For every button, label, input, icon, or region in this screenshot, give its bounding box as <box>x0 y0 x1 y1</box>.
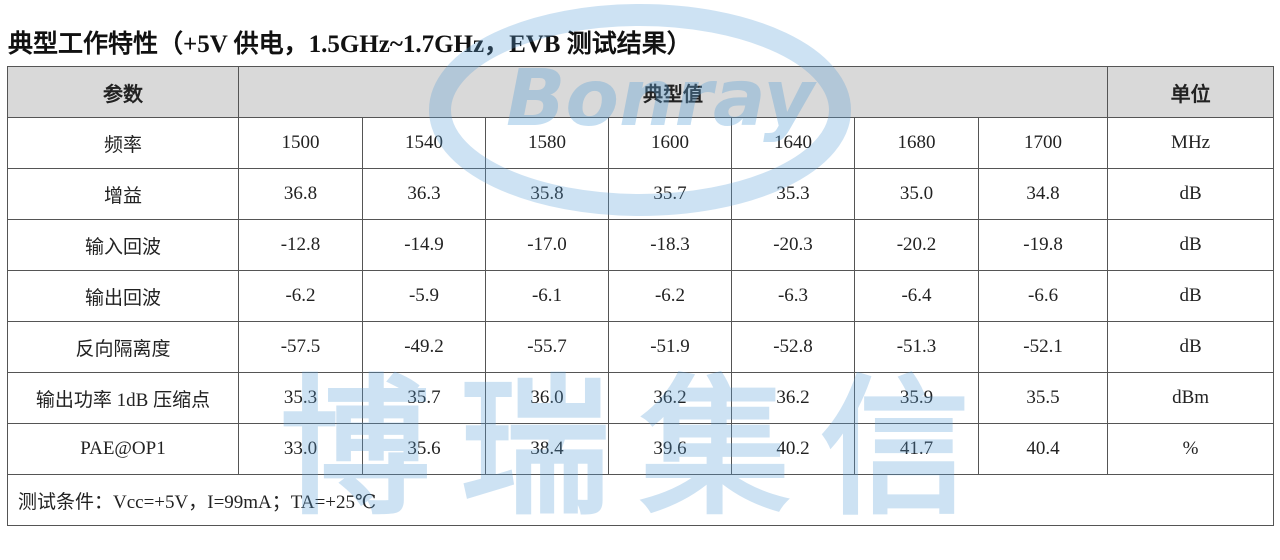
value-cell: 1680 <box>854 117 979 169</box>
value-cell: -6.2 <box>238 270 363 322</box>
value-cell: -55.7 <box>485 321 609 373</box>
value-cell: 35.5 <box>977 372 1109 424</box>
value-cell: 35.9 <box>854 372 979 424</box>
value-cell: 35.3 <box>731 168 855 220</box>
note: 测试条件：Vcc=+5V，I=99mA；TA=+25℃ <box>6 474 1275 526</box>
value-cell: 35.7 <box>362 372 486 424</box>
value-cell: -6.6 <box>977 270 1109 322</box>
value-cell: 1700 <box>977 117 1109 169</box>
row-label: 输入回波 <box>7 219 239 271</box>
header-cell: 典型值 <box>237 66 1109 118</box>
value-cell: -12.8 <box>238 219 363 271</box>
row-label: 输出回波 <box>7 270 239 322</box>
value-cell: -18.3 <box>608 219 732 271</box>
data-row: 反向隔离度 -57.5 -49.2 -55.7 -51.9 -52.8 -51.3 -52.1… <box>7 321 1275 373</box>
value-cell: -6.3 <box>731 270 855 322</box>
value-cell: 38.4 <box>485 423 609 475</box>
value-cell: -49.2 <box>362 321 486 373</box>
value-cell: 40.4 <box>977 423 1109 475</box>
value-cell: -52.1 <box>977 321 1109 373</box>
row-label: 反向隔离度 <box>7 321 239 373</box>
value-cell: 41.7 <box>854 423 979 475</box>
row-label: 输出功率 1dB 压缩点 <box>7 372 239 424</box>
value-cell: 1640 <box>731 117 855 169</box>
row-label: 增益 <box>7 168 239 220</box>
value-cell: -5.9 <box>362 270 486 322</box>
value-cell: -20.3 <box>731 219 855 271</box>
value-cell: 1600 <box>608 117 732 169</box>
value-cell: 1500 <box>238 117 363 169</box>
value-cell: -17.0 <box>485 219 609 271</box>
data-row: 增益 36.8 36.3 35.8 35.7 35.3 35.0 34.8 dB <box>7 168 1275 220</box>
value-cell: 35.0 <box>854 168 979 220</box>
value-cell: -57.5 <box>238 321 363 373</box>
data-row: PAE@OP1 33.0 35.6 38.4 39.6 40.2 41.7 40.4% <box>7 423 1275 475</box>
value-cell: 35.8 <box>485 168 609 220</box>
value-cell: 35.7 <box>608 168 732 220</box>
note-row: 测试条件：Vcc=+5V，I=99mA；TA=+25℃ <box>6 474 1275 526</box>
value-cell: 35.6 <box>362 423 486 475</box>
value-cell: 36.8 <box>238 168 363 220</box>
header-cell: 参数 <box>7 66 239 118</box>
row-label: 频率 <box>7 117 239 169</box>
value-cell: -6.4 <box>854 270 979 322</box>
value-cell: 39.6 <box>608 423 732 475</box>
unit-cell: dB <box>1107 168 1275 220</box>
value-cell: 35.3 <box>238 372 363 424</box>
value-cell: 36.3 <box>362 168 486 220</box>
value-cell: -6.2 <box>608 270 732 322</box>
value-cell: -19.8 <box>977 219 1109 271</box>
value-cell: -20.2 <box>854 219 979 271</box>
value-cell: -51.3 <box>854 321 979 373</box>
header-row: 参数 典型值 单位 <box>7 66 1275 118</box>
value-cell: 33.0 <box>238 423 363 475</box>
value-cell: 36.0 <box>485 372 609 424</box>
title: 典型工作特性（+5V 供电，1.5GHz~1.7GHz，EVB 测试结果） <box>8 31 692 58</box>
unit-cell: dBm <box>1107 372 1275 424</box>
value-cell: -51.9 <box>608 321 732 373</box>
data-row: 输出功率 1dB 压缩点 35.3 35.7 36.0 36.2 36.2 35.9 35.5… <box>7 372 1275 424</box>
unit-cell: dB <box>1107 219 1275 271</box>
unit-cell: dB <box>1107 270 1275 322</box>
value-cell: -52.8 <box>731 321 855 373</box>
header-cell: 单位 <box>1107 66 1275 118</box>
unit-cell: MHz <box>1107 117 1275 169</box>
value-cell: -6.1 <box>485 270 609 322</box>
value-cell: 40.2 <box>731 423 855 475</box>
value-cell: 36.2 <box>731 372 855 424</box>
data-row: 频率 1500 1540 1580 1600 1640 1680 1700 MHz <box>7 117 1275 169</box>
value-cell: 1540 <box>362 117 486 169</box>
value-cell: -14.9 <box>362 219 486 271</box>
data-row: 输入回波 -12.8 -14.9 -17.0 -18.3 -20.3 -20.2 -19.8 d… <box>7 219 1275 271</box>
unit-cell: dB <box>1107 321 1275 373</box>
row-label: PAE@OP1 <box>7 423 239 475</box>
unit-cell: % <box>1107 423 1275 475</box>
value-cell: 1580 <box>485 117 609 169</box>
table-body: 参数 典型值 单位 频率 1500 1540 1580 1600 1640 1680 1700… <box>6 66 1275 526</box>
value-cell: 34.8 <box>977 168 1109 220</box>
spec-table: 参数 典型值 单位 频率 1500 1540 1580 1600 1640 1680 1700… <box>6 66 1275 526</box>
value-cell: 36.2 <box>608 372 732 424</box>
data-row: 输出回波 -6.2 -5.9 -6.1 -6.2 -6.3 -6.4 -6.6 dB <box>7 270 1275 322</box>
